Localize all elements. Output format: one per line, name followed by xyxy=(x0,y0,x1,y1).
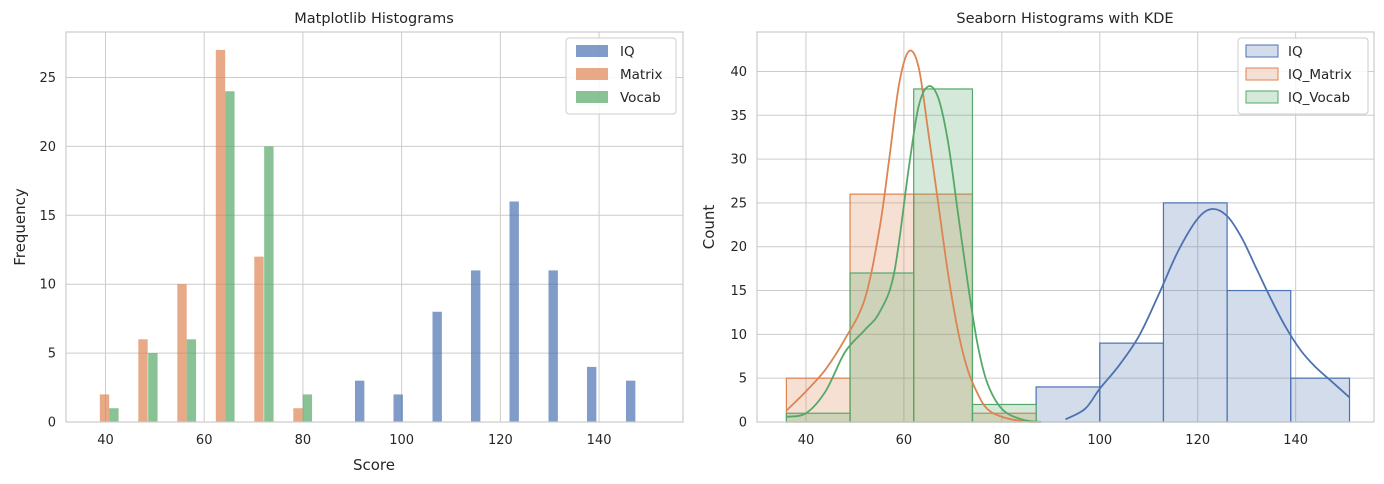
y-tick-label: 40 xyxy=(730,65,747,80)
x-tick-labels: 40 60 80 100 120 140 xyxy=(798,433,1308,448)
bar-matrix xyxy=(138,339,148,422)
step-histograms xyxy=(785,88,1351,423)
y-tick-label: 25 xyxy=(39,71,56,86)
bar-matrix xyxy=(215,49,226,423)
plot-frame xyxy=(65,31,684,423)
hist-fill-iq-vocab xyxy=(786,88,1037,422)
bar-matrix xyxy=(177,284,187,422)
x-axis-label: Score xyxy=(353,456,395,474)
x-tick-label: 40 xyxy=(97,433,114,448)
chart-title: Matplotlib Histograms xyxy=(294,11,454,27)
x-tick-label: 60 xyxy=(196,433,213,448)
bar-vocab xyxy=(186,339,197,422)
plot-frame xyxy=(756,31,1375,423)
x-tick-label: 60 xyxy=(896,433,913,448)
legend-label-vocab: Vocab xyxy=(620,90,661,106)
y-tick-labels: 0 5 10 15 20 25 30 35 40 xyxy=(730,65,747,431)
matplotlib-histogram-panel: Matplotlib Histograms 40 60 80 100 120 140 0 5… xyxy=(11,11,684,474)
legend-label-iq-vocab: IQ_Vocab xyxy=(1288,90,1350,106)
bar-matrix xyxy=(99,394,110,422)
bar-vocab xyxy=(264,146,274,422)
x-tick-label: 80 xyxy=(994,433,1011,448)
hist-fill-iq-matrix xyxy=(786,194,1037,422)
bar-matrix xyxy=(293,408,303,422)
bar-iq xyxy=(586,366,597,422)
x-tick-label: 140 xyxy=(587,433,612,448)
bar-iq xyxy=(355,380,365,422)
kde-line-iq-vocab xyxy=(786,85,1042,423)
y-tick-labels: 0 5 10 15 20 25 xyxy=(39,71,56,431)
kde-curves xyxy=(785,49,1351,423)
bar-iq xyxy=(470,270,481,422)
histogram-bars xyxy=(99,49,636,423)
y-tick-label: 10 xyxy=(39,278,56,293)
bar-vocab xyxy=(225,91,235,423)
hist-fill-iq xyxy=(1036,202,1350,422)
x-tick-label: 140 xyxy=(1283,433,1308,448)
legend: IQ Matrix Vocab xyxy=(565,37,677,115)
legend-label-iq: IQ xyxy=(1288,44,1303,60)
y-tick-label: 35 xyxy=(730,109,747,124)
legend-swatch-iq xyxy=(1245,44,1279,58)
y-axis-label: Frequency xyxy=(11,188,29,266)
bar-vocab xyxy=(148,353,158,422)
legend-swatch-matrix xyxy=(576,68,608,80)
seaborn-histogram-kde-panel: Seaborn Histograms with KDE 40 60 80 100 120… xyxy=(700,11,1375,448)
x-tick-label: 80 xyxy=(295,433,312,448)
bar-matrix xyxy=(254,256,264,422)
y-tick-label: 0 xyxy=(48,416,56,431)
legend-swatch-iq-vocab xyxy=(1245,90,1279,104)
y-tick-label: 30 xyxy=(730,153,747,168)
bar-vocab xyxy=(302,394,313,422)
y-tick-label: 25 xyxy=(730,196,747,211)
x-tick-label: 100 xyxy=(389,433,414,448)
y-axis-label: Count xyxy=(700,205,718,250)
y-tick-label: 20 xyxy=(730,240,747,255)
x-tick-label: 100 xyxy=(1087,433,1112,448)
x-tick-label: 120 xyxy=(488,433,513,448)
chart-title: Seaborn Histograms with KDE xyxy=(956,11,1173,27)
legend-swatch-iq-matrix xyxy=(1245,67,1279,81)
x-tick-label: 120 xyxy=(1185,433,1210,448)
bar-iq xyxy=(548,270,558,422)
y-tick-label: 10 xyxy=(730,328,747,343)
bar-iq xyxy=(509,201,519,422)
y-tick-label: 0 xyxy=(739,416,747,431)
legend-label-iq-matrix: IQ_Matrix xyxy=(1288,67,1352,83)
y-tick-label: 20 xyxy=(39,140,56,155)
kde-line-iq xyxy=(1065,208,1351,421)
y-tick-label: 5 xyxy=(739,372,747,387)
legend-swatch-vocab xyxy=(576,91,608,103)
y-tick-label: 5 xyxy=(48,347,56,362)
y-tick-label: 15 xyxy=(39,209,56,224)
bar-iq xyxy=(625,380,636,422)
legend-label-iq: IQ xyxy=(620,44,635,60)
legend: IQ IQ_Matrix IQ_Vocab xyxy=(1237,37,1369,115)
legend-swatch-iq xyxy=(576,45,608,57)
x-tick-labels: 40 60 80 100 120 140 xyxy=(97,433,611,448)
bar-vocab xyxy=(109,408,119,422)
bar-iq xyxy=(393,394,403,422)
y-tick-label: 15 xyxy=(730,284,747,299)
bar-iq xyxy=(432,311,442,422)
legend-label-matrix: Matrix xyxy=(620,67,663,83)
x-tick-label: 40 xyxy=(798,433,815,448)
